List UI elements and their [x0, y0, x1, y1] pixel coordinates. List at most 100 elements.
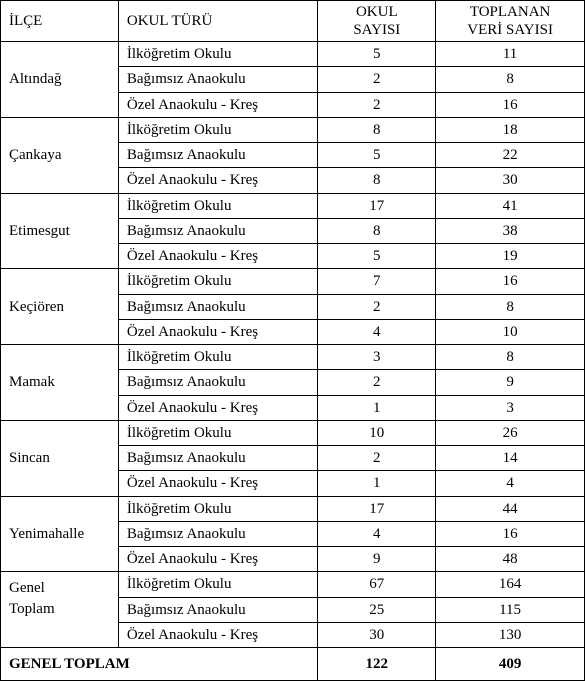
data-count-cell: 14: [436, 446, 585, 471]
school-count-cell: 2: [318, 294, 436, 319]
district-cell: Sincan: [1, 420, 119, 496]
school-type-cell: Özel Anaokulu - Kreş: [118, 395, 318, 420]
data-count-cell: 8: [436, 67, 585, 92]
school-type-cell: Özel Anaokulu - Kreş: [118, 92, 318, 117]
district-cell: Genel Toplam: [1, 572, 119, 648]
school-count-cell: 5: [318, 244, 436, 269]
data-count-cell: 41: [436, 193, 585, 218]
school-type-cell: İlköğretim Okulu: [118, 269, 318, 294]
table-row: Sincanİlköğretim Okulu1026: [1, 420, 585, 445]
school-type-cell: Özel Anaokulu - Kreş: [118, 168, 318, 193]
header-okul-sayisi-line1: OKUL: [356, 4, 398, 20]
school-type-cell: Özel Anaokulu - Kreş: [118, 244, 318, 269]
school-type-cell: Özel Anaokulu - Kreş: [118, 547, 318, 572]
header-okul-sayisi: OKUL SAYISI: [318, 1, 436, 42]
data-count-cell: 8: [436, 345, 585, 370]
data-table: İLÇE OKUL TÜRÜ OKUL SAYISI TOPLANAN VERİ…: [0, 0, 585, 681]
table-header-row: İLÇE OKUL TÜRÜ OKUL SAYISI TOPLANAN VERİ…: [1, 1, 585, 42]
table-row: Keçiörenİlköğretim Okulu716: [1, 269, 585, 294]
school-count-cell: 17: [318, 193, 436, 218]
school-type-cell: Özel Anaokulu - Kreş: [118, 319, 318, 344]
data-count-cell: 38: [436, 218, 585, 243]
data-count-cell: 16: [436, 92, 585, 117]
table-row: Yenimahalleİlköğretim Okulu1744: [1, 496, 585, 521]
table-row: Genel Toplamİlköğretim Okulu67164: [1, 572, 585, 597]
school-count-cell: 8: [318, 218, 436, 243]
school-type-cell: Bağımsız Anaokulu: [118, 521, 318, 546]
school-count-cell: 1: [318, 471, 436, 496]
header-veri-sayisi-line2: VERİ SAYISI: [467, 22, 553, 38]
data-count-cell: 8: [436, 294, 585, 319]
data-count-cell: 9: [436, 370, 585, 395]
school-type-cell: Özel Anaokulu - Kreş: [118, 622, 318, 647]
school-count-cell: 17: [318, 496, 436, 521]
school-count-cell: 9: [318, 547, 436, 572]
data-count-cell: 115: [436, 597, 585, 622]
grand-total-row: GENEL TOPLAM122409: [1, 648, 585, 681]
school-count-cell: 25: [318, 597, 436, 622]
district-cell: Çankaya: [1, 117, 119, 193]
school-type-cell: İlköğretim Okulu: [118, 42, 318, 67]
data-count-cell: 30: [436, 168, 585, 193]
school-type-cell: İlköğretim Okulu: [118, 193, 318, 218]
data-count-cell: 19: [436, 244, 585, 269]
school-count-cell: 5: [318, 143, 436, 168]
header-okul-turu: OKUL TÜRÜ: [118, 1, 318, 42]
school-type-cell: Özel Anaokulu - Kreş: [118, 471, 318, 496]
school-count-cell: 8: [318, 168, 436, 193]
school-count-cell: 7: [318, 269, 436, 294]
school-count-cell: 3: [318, 345, 436, 370]
data-count-cell: 4: [436, 471, 585, 496]
data-count-cell: 48: [436, 547, 585, 572]
school-count-cell: 5: [318, 42, 436, 67]
school-count-cell: 2: [318, 370, 436, 395]
header-veri-sayisi-line1: TOPLANAN: [470, 4, 551, 20]
data-count-cell: 3: [436, 395, 585, 420]
table-row: Çankayaİlköğretim Okulu818: [1, 117, 585, 142]
school-type-cell: İlköğretim Okulu: [118, 496, 318, 521]
school-type-cell: Bağımsız Anaokulu: [118, 218, 318, 243]
school-type-cell: Bağımsız Anaokulu: [118, 67, 318, 92]
school-type-cell: İlköğretim Okulu: [118, 345, 318, 370]
school-type-cell: Bağımsız Anaokulu: [118, 446, 318, 471]
header-ilce: İLÇE: [1, 1, 119, 42]
data-count-cell: 16: [436, 521, 585, 546]
grand-total-school-count: 122: [318, 648, 436, 681]
school-type-cell: Bağımsız Anaokulu: [118, 294, 318, 319]
district-cell: Etimesgut: [1, 193, 119, 269]
data-count-cell: 22: [436, 143, 585, 168]
district-cell: Yenimahalle: [1, 496, 119, 572]
district-cell: Keçiören: [1, 269, 119, 345]
table-body: Altındağİlköğretim Okulu511Bağımsız Anao…: [1, 42, 585, 681]
school-type-cell: Bağımsız Anaokulu: [118, 143, 318, 168]
data-count-cell: 130: [436, 622, 585, 647]
school-count-cell: 2: [318, 92, 436, 117]
grand-total-label: GENEL TOPLAM: [1, 648, 318, 681]
header-okul-sayisi-line2: SAYISI: [353, 22, 400, 38]
school-count-cell: 67: [318, 572, 436, 597]
data-count-cell: 11: [436, 42, 585, 67]
data-count-cell: 10: [436, 319, 585, 344]
data-count-cell: 16: [436, 269, 585, 294]
district-cell: Mamak: [1, 345, 119, 421]
school-count-cell: 2: [318, 67, 436, 92]
district-cell: Altındağ: [1, 42, 119, 118]
school-count-cell: 10: [318, 420, 436, 445]
data-count-cell: 18: [436, 117, 585, 142]
school-count-cell: 2: [318, 446, 436, 471]
school-type-cell: İlköğretim Okulu: [118, 117, 318, 142]
data-count-cell: 44: [436, 496, 585, 521]
school-count-cell: 30: [318, 622, 436, 647]
school-count-cell: 4: [318, 521, 436, 546]
grand-total-data-count: 409: [436, 648, 585, 681]
school-type-cell: Bağımsız Anaokulu: [118, 370, 318, 395]
school-count-cell: 8: [318, 117, 436, 142]
table-row: Mamakİlköğretim Okulu38: [1, 345, 585, 370]
school-type-cell: Bağımsız Anaokulu: [118, 597, 318, 622]
school-type-cell: İlköğretim Okulu: [118, 572, 318, 597]
table-row: Etimesgutİlköğretim Okulu1741: [1, 193, 585, 218]
school-type-cell: İlköğretim Okulu: [118, 420, 318, 445]
school-count-cell: 4: [318, 319, 436, 344]
school-count-cell: 1: [318, 395, 436, 420]
table-row: Altındağİlköğretim Okulu511: [1, 42, 585, 67]
